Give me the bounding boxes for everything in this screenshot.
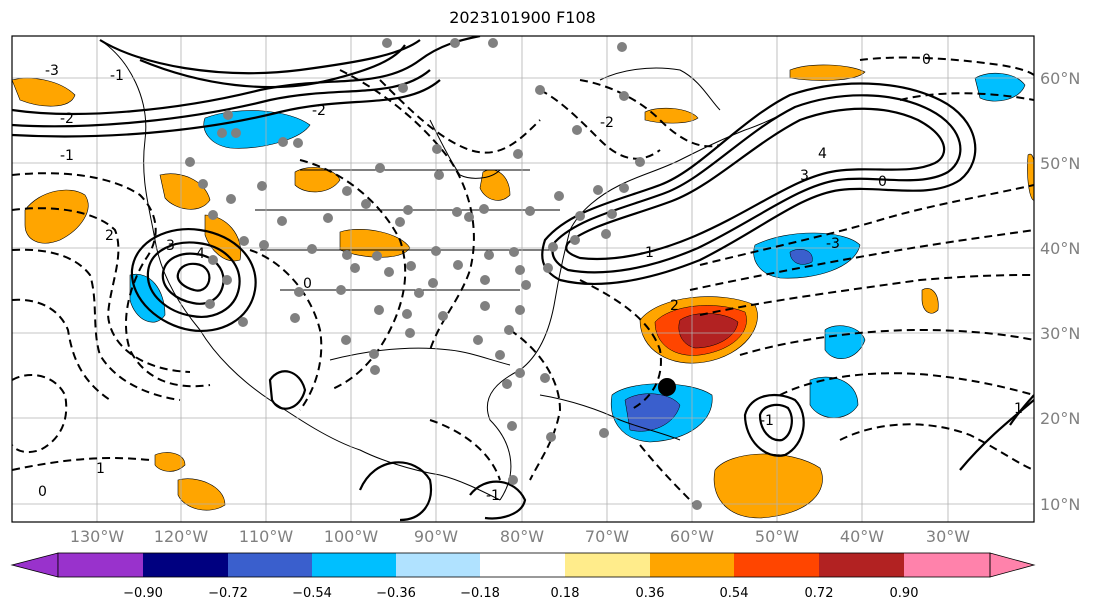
lon-label: 70°W	[585, 527, 629, 546]
colorbar-bin	[650, 553, 734, 577]
map-area: -3 -2 -1 0 1 2 3 4 0 -1 -2 -3 4 3 2 -2 -…	[12, 36, 1034, 522]
station-markers	[185, 38, 702, 510]
contour-label: -3	[45, 63, 59, 79]
contour-label: -1	[760, 413, 774, 429]
negative-contours	[12, 56, 1034, 511]
colorbar-tick-label: 0.36	[636, 586, 665, 601]
orange-blob-pacific-south2	[177, 478, 226, 511]
colorbar-extend-right	[989, 552, 1036, 578]
lon-label: 30°W	[926, 527, 970, 546]
colorbar-bin	[143, 553, 228, 577]
contour-label-group: -3 -2 -1 0 1 2 3 4 0 -1 -2 -3 4 3 2 -2 -…	[38, 52, 1023, 504]
colorbar-bin	[396, 553, 480, 577]
orange-blob-labrador	[644, 107, 699, 124]
lon-label: 130°W	[70, 527, 125, 546]
lat-label: 30°N	[1040, 324, 1080, 343]
orange-blob-dakota	[294, 167, 341, 193]
anomaly-shading	[12, 64, 1034, 519]
lat-label: 60°N	[1040, 69, 1080, 88]
colorbar-tick-label: −0.90	[123, 586, 163, 601]
colorbar-bin	[312, 553, 396, 577]
colorbar: −0.90 −0.72 −0.54 −0.36 −0.18 0.18 0.36 …	[10, 552, 1036, 601]
colorbar-tick-label: 0.54	[720, 586, 749, 601]
orange-blob-east-edge	[921, 288, 939, 314]
contour-label: -1	[640, 245, 654, 261]
colorbar-bin	[228, 553, 312, 577]
storm-center-marker	[658, 378, 676, 396]
contour-label: 0	[922, 52, 931, 68]
blue-blob-greenland	[974, 72, 1026, 102]
contour-label: -2	[312, 103, 326, 119]
orange-blob-west1	[159, 173, 211, 210]
lon-label: 80°W	[500, 527, 544, 546]
lon-label: 120°W	[154, 527, 209, 546]
lon-label: 50°W	[755, 527, 799, 546]
orange-blob-greenland	[789, 64, 866, 81]
contour-label: 0	[303, 276, 312, 292]
lat-label: 40°N	[1040, 239, 1080, 258]
positive-contours	[12, 36, 1034, 522]
contour-label: -2	[60, 111, 74, 127]
lon-label: 90°W	[414, 527, 458, 546]
latitude-axis: 60°N 50°N 40°N 30°N 20°N 10°N	[1040, 69, 1080, 514]
blue-blob-california	[129, 273, 166, 323]
colorbar-bin	[904, 553, 990, 577]
colorbar-tick-label: 0.72	[805, 586, 834, 601]
contour-label: 2	[670, 298, 679, 314]
orange-blob-southatl	[713, 453, 823, 519]
contour-label: -1	[486, 488, 500, 504]
colorbar-tick-label: −0.72	[208, 586, 248, 601]
contour-label: -1	[60, 148, 74, 164]
gridlines	[12, 36, 1034, 522]
orange-blob-edge-right	[1027, 153, 1034, 201]
lon-label: 110°W	[239, 527, 294, 546]
blue-blob-east2	[809, 376, 859, 418]
colorbar-bin	[565, 553, 650, 577]
darkblue-core-midatlantic	[789, 249, 813, 265]
colorbar-tick-label: −0.18	[460, 586, 500, 601]
colorbar-extend-left	[10, 552, 59, 578]
contour-label: 1	[1014, 401, 1023, 417]
contour-label: 0	[38, 484, 47, 500]
lon-label: 100°W	[324, 527, 379, 546]
lat-label: 10°N	[1040, 495, 1080, 514]
contour-label: 0	[878, 174, 887, 190]
orange-blob-pacific-south1	[154, 452, 186, 472]
colorbar-tick-label: −0.54	[292, 586, 332, 601]
colorbar-tick-label: 0.18	[551, 586, 580, 601]
colorbar-bin	[819, 553, 904, 577]
lon-label: 60°W	[670, 527, 714, 546]
lon-label: 40°W	[840, 527, 884, 546]
colorbar-bin	[58, 553, 143, 577]
colorbar-bin	[734, 553, 819, 577]
contour-label: -3	[826, 236, 840, 252]
contour-label: -1	[110, 68, 124, 84]
darkblue-core-caribbean	[624, 393, 681, 432]
contour-label: 1	[96, 461, 105, 477]
contour-label: 4	[196, 246, 205, 262]
contour-label: 3	[166, 238, 175, 254]
colorbar-bin	[480, 553, 565, 577]
map-title: 2023101900 F108	[449, 8, 596, 27]
contour-label: 4	[818, 146, 827, 162]
contour-label: -2	[600, 115, 614, 131]
colorbar-tick-label: 0.90	[890, 586, 919, 601]
longitude-axis: 130°W 120°W 110°W 100°W 90°W 80°W 70°W 6…	[70, 527, 970, 546]
lat-label: 50°N	[1040, 154, 1080, 173]
contour-label: 3	[800, 168, 809, 184]
colorbar-tick-label: −0.36	[376, 586, 416, 601]
map-border	[11, 35, 1035, 523]
orange-blob-pacific	[24, 189, 89, 244]
contour-label: 2	[105, 228, 114, 244]
lat-label: 20°N	[1040, 409, 1080, 428]
